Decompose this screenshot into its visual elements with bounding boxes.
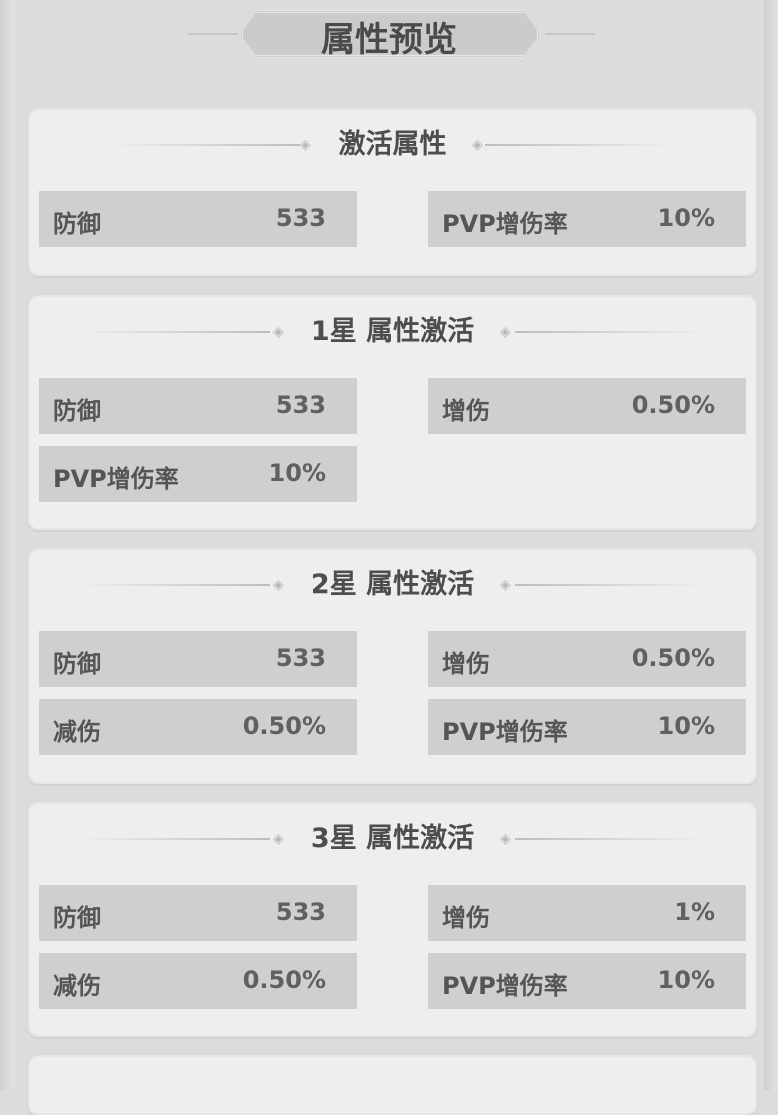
section-title: 激活属性	[338, 129, 447, 160]
diamond-ornament-icon: ◈	[500, 324, 511, 340]
stat-label: 防御	[53, 210, 101, 238]
stat-row: 防御 533	[39, 631, 357, 687]
stat-value: 1%	[674, 898, 715, 926]
stat-row: PVP增伤率 10%	[428, 953, 746, 1009]
section-heading: ◈ 激活属性 ◈	[30, 128, 755, 162]
section-card: ◈ 1星 属性激活 ◈ 防御 533 增伤 0.50% PVP增伤率 10%	[28, 295, 757, 530]
page-title: 属性预览	[321, 20, 457, 60]
left-frame-border	[0, 0, 14, 1090]
section-title: 3星 属性激活	[310, 823, 475, 854]
heading-line-right	[485, 144, 675, 146]
section-heading: ◈ 2星 属性激活 ◈	[30, 568, 755, 602]
stat-label: 增伤	[442, 650, 490, 678]
section-title: 2星 属性激活	[310, 569, 475, 600]
stat-label: PVP增伤率	[53, 465, 179, 493]
title-ornament-left	[188, 33, 238, 35]
stat-label: 防御	[53, 650, 101, 678]
heading-line-left	[110, 144, 300, 146]
diamond-ornament-icon: ◈	[300, 137, 311, 153]
stat-value: 10%	[657, 966, 715, 994]
stat-row: 减伤 0.50%	[39, 699, 357, 755]
stat-value: 0.50%	[631, 644, 715, 672]
diamond-ornament-icon: ◈	[273, 831, 284, 847]
section-card: ◈ 2星 属性激活 ◈ 防御 533 增伤 0.50% 减伤 0.50% PVP…	[28, 548, 757, 784]
diamond-ornament-icon: ◈	[500, 831, 511, 847]
stat-label: 防御	[53, 904, 101, 932]
stat-row: 防御 533	[39, 378, 357, 434]
title-ornament-right	[545, 33, 595, 35]
section-card: ◈ 3星 属性激活 ◈ 防御 533 增伤 1% 减伤 0.50% PVP增伤率…	[28, 802, 757, 1037]
stat-row: 增伤 0.50%	[428, 631, 746, 687]
title-banner: 属性预览	[0, 0, 778, 70]
section-heading: ◈ 1星 属性激活 ◈	[30, 315, 755, 349]
section-card-partial	[28, 1055, 757, 1115]
section-title: 1星 属性激活	[310, 316, 475, 347]
stat-row: 防御 533	[39, 191, 357, 247]
stat-value: 533	[275, 391, 326, 419]
stat-label: PVP增伤率	[442, 210, 568, 238]
stat-value: 0.50%	[631, 391, 715, 419]
stat-value: 533	[275, 644, 326, 672]
stat-row: PVP增伤率 10%	[39, 446, 357, 502]
stat-label: 增伤	[442, 904, 490, 932]
diamond-ornament-icon: ◈	[273, 577, 284, 593]
stat-label: 防御	[53, 397, 101, 425]
stat-value: 533	[275, 204, 326, 232]
stat-value: 10%	[268, 459, 326, 487]
stat-row: 增伤 1%	[428, 885, 746, 941]
stat-label: 减伤	[53, 972, 101, 1000]
heading-line-right	[515, 584, 705, 586]
stat-row: 减伤 0.50%	[39, 953, 357, 1009]
heading-line-left	[80, 838, 270, 840]
stat-row: PVP增伤率 10%	[428, 191, 746, 247]
stat-value: 533	[275, 898, 326, 926]
stat-row: 防御 533	[39, 885, 357, 941]
heading-line-right	[515, 331, 705, 333]
right-frame-border	[764, 0, 778, 1090]
stat-label: 减伤	[53, 718, 101, 746]
stat-label: PVP增伤率	[442, 718, 568, 746]
stat-row: PVP增伤率 10%	[428, 699, 746, 755]
heading-line-left	[80, 584, 270, 586]
diamond-ornament-icon: ◈	[273, 324, 284, 340]
section-card: ◈ 激活属性 ◈ 防御 533 PVP增伤率 10%	[28, 108, 757, 276]
diamond-ornament-icon: ◈	[500, 577, 511, 593]
stat-value: 0.50%	[242, 966, 326, 994]
stat-value: 0.50%	[242, 712, 326, 740]
stat-value: 10%	[657, 204, 715, 232]
heading-line-left	[80, 331, 270, 333]
stat-value: 10%	[657, 712, 715, 740]
stat-label: PVP增伤率	[442, 972, 568, 1000]
section-heading: ◈ 3星 属性激活 ◈	[30, 822, 755, 856]
diamond-ornament-icon: ◈	[472, 137, 483, 153]
heading-line-right	[515, 838, 705, 840]
stat-row: 增伤 0.50%	[428, 378, 746, 434]
title-plate	[240, 10, 540, 58]
stat-label: 增伤	[442, 397, 490, 425]
